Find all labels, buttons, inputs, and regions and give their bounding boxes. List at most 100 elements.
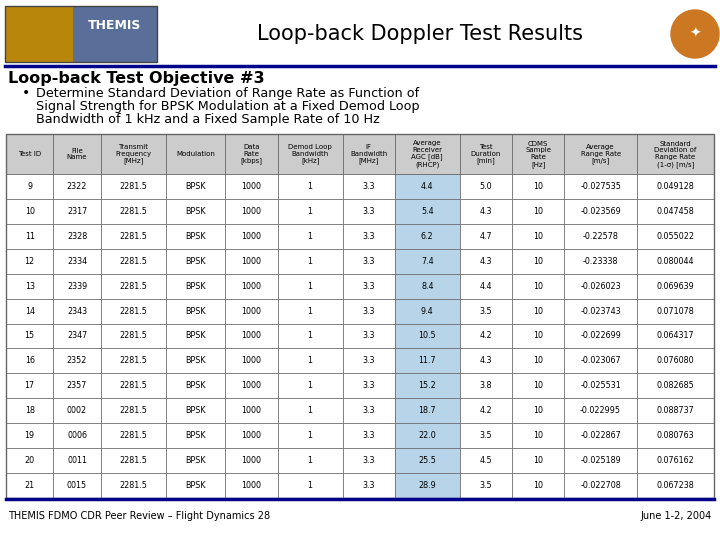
Text: 10: 10 [24, 207, 35, 216]
Text: 20: 20 [24, 456, 35, 465]
Bar [6, 373, 53, 399]
Text: 2322: 2322 [67, 182, 87, 191]
Text: 2281.5: 2281.5 [120, 182, 147, 191]
Bar [5, 6, 73, 62]
Bar [6, 348, 53, 373]
Bar [564, 423, 636, 448]
Bar [395, 299, 459, 323]
Bar [343, 249, 395, 274]
Bar [459, 399, 512, 423]
Text: BPSK: BPSK [185, 256, 206, 266]
Text: 9.4: 9.4 [421, 307, 433, 315]
Bar [395, 399, 459, 423]
Text: 0002: 0002 [67, 406, 87, 415]
Text: 16: 16 [24, 356, 35, 366]
Text: BPSK: BPSK [185, 232, 206, 241]
Text: 4.2: 4.2 [480, 332, 492, 341]
Text: -0.023743: -0.023743 [580, 307, 621, 315]
Text: 4.3: 4.3 [480, 256, 492, 266]
Text: 0.088737: 0.088737 [657, 406, 694, 415]
Text: 3.3: 3.3 [362, 381, 375, 390]
Bar [459, 274, 512, 299]
Text: 1000: 1000 [241, 207, 261, 216]
Text: -0.025531: -0.025531 [580, 381, 621, 390]
Bar [166, 224, 225, 249]
Text: 0.069639: 0.069639 [657, 282, 694, 291]
Bar [512, 399, 564, 423]
Text: BPSK: BPSK [185, 406, 206, 415]
Text: 2281.5: 2281.5 [120, 232, 147, 241]
Bar [512, 274, 564, 299]
Bar [101, 373, 166, 399]
Bar [636, 299, 714, 323]
Bar [395, 373, 459, 399]
Bar [512, 174, 564, 199]
Bar [166, 373, 225, 399]
Bar [101, 174, 166, 199]
Text: 1: 1 [307, 232, 312, 241]
Bar [395, 323, 459, 348]
Text: 3.3: 3.3 [362, 332, 375, 341]
Bar [395, 423, 459, 448]
Text: BPSK: BPSK [185, 381, 206, 390]
Text: Bandwidth of 1 kHz and a Fixed Sample Rate of 10 Hz: Bandwidth of 1 kHz and a Fixed Sample Ra… [36, 113, 379, 126]
Text: 1000: 1000 [241, 431, 261, 440]
Text: 6.2: 6.2 [421, 232, 433, 241]
Text: 2317: 2317 [67, 207, 87, 216]
Bar [564, 249, 636, 274]
Text: BPSK: BPSK [185, 332, 206, 341]
Bar [636, 373, 714, 399]
Bar [53, 448, 101, 473]
Text: BPSK: BPSK [185, 182, 206, 191]
Bar [395, 448, 459, 473]
Text: 0.055022: 0.055022 [657, 232, 694, 241]
Bar [343, 323, 395, 348]
Text: 2343: 2343 [67, 307, 87, 315]
Text: 15.2: 15.2 [418, 381, 436, 390]
Text: 2328: 2328 [67, 232, 87, 241]
Text: 12: 12 [24, 256, 35, 266]
Bar [636, 323, 714, 348]
Text: Determine Standard Deviation of Range Rate as Function of: Determine Standard Deviation of Range Ra… [36, 86, 419, 99]
Bar [6, 473, 53, 498]
Text: Demod Loop
Bandwidth
[kHz]: Demod Loop Bandwidth [kHz] [288, 144, 332, 164]
Bar [53, 199, 101, 224]
Bar [459, 423, 512, 448]
Text: 1: 1 [307, 431, 312, 440]
Bar [278, 348, 343, 373]
Bar [225, 423, 278, 448]
Text: BPSK: BPSK [185, 282, 206, 291]
Text: 10: 10 [534, 282, 544, 291]
Bar [225, 224, 278, 249]
Bar [6, 134, 714, 174]
Bar [512, 473, 564, 498]
Text: 9: 9 [27, 182, 32, 191]
Bar [53, 373, 101, 399]
Text: -0.23338: -0.23338 [582, 256, 618, 266]
Text: -0.023067: -0.023067 [580, 356, 621, 366]
Bar [459, 448, 512, 473]
Text: 1000: 1000 [241, 481, 261, 490]
Text: 3.3: 3.3 [362, 282, 375, 291]
Bar [343, 423, 395, 448]
Text: 3.3: 3.3 [362, 256, 375, 266]
Bar [101, 323, 166, 348]
Text: June 1-2, 2004: June 1-2, 2004 [641, 511, 712, 521]
Text: 3.5: 3.5 [480, 481, 492, 490]
Bar [564, 174, 636, 199]
Text: File
Name: File Name [67, 147, 87, 160]
Bar [343, 274, 395, 299]
Bar [636, 473, 714, 498]
Bar [459, 199, 512, 224]
Bar [53, 274, 101, 299]
Text: 25.5: 25.5 [418, 456, 436, 465]
Bar [225, 348, 278, 373]
Text: Test ID: Test ID [18, 151, 41, 157]
Text: 3.3: 3.3 [362, 207, 375, 216]
Text: 1000: 1000 [241, 456, 261, 465]
Bar [343, 199, 395, 224]
Bar [166, 399, 225, 423]
Bar [564, 399, 636, 423]
Text: 1: 1 [307, 332, 312, 341]
Text: 2281.5: 2281.5 [120, 256, 147, 266]
